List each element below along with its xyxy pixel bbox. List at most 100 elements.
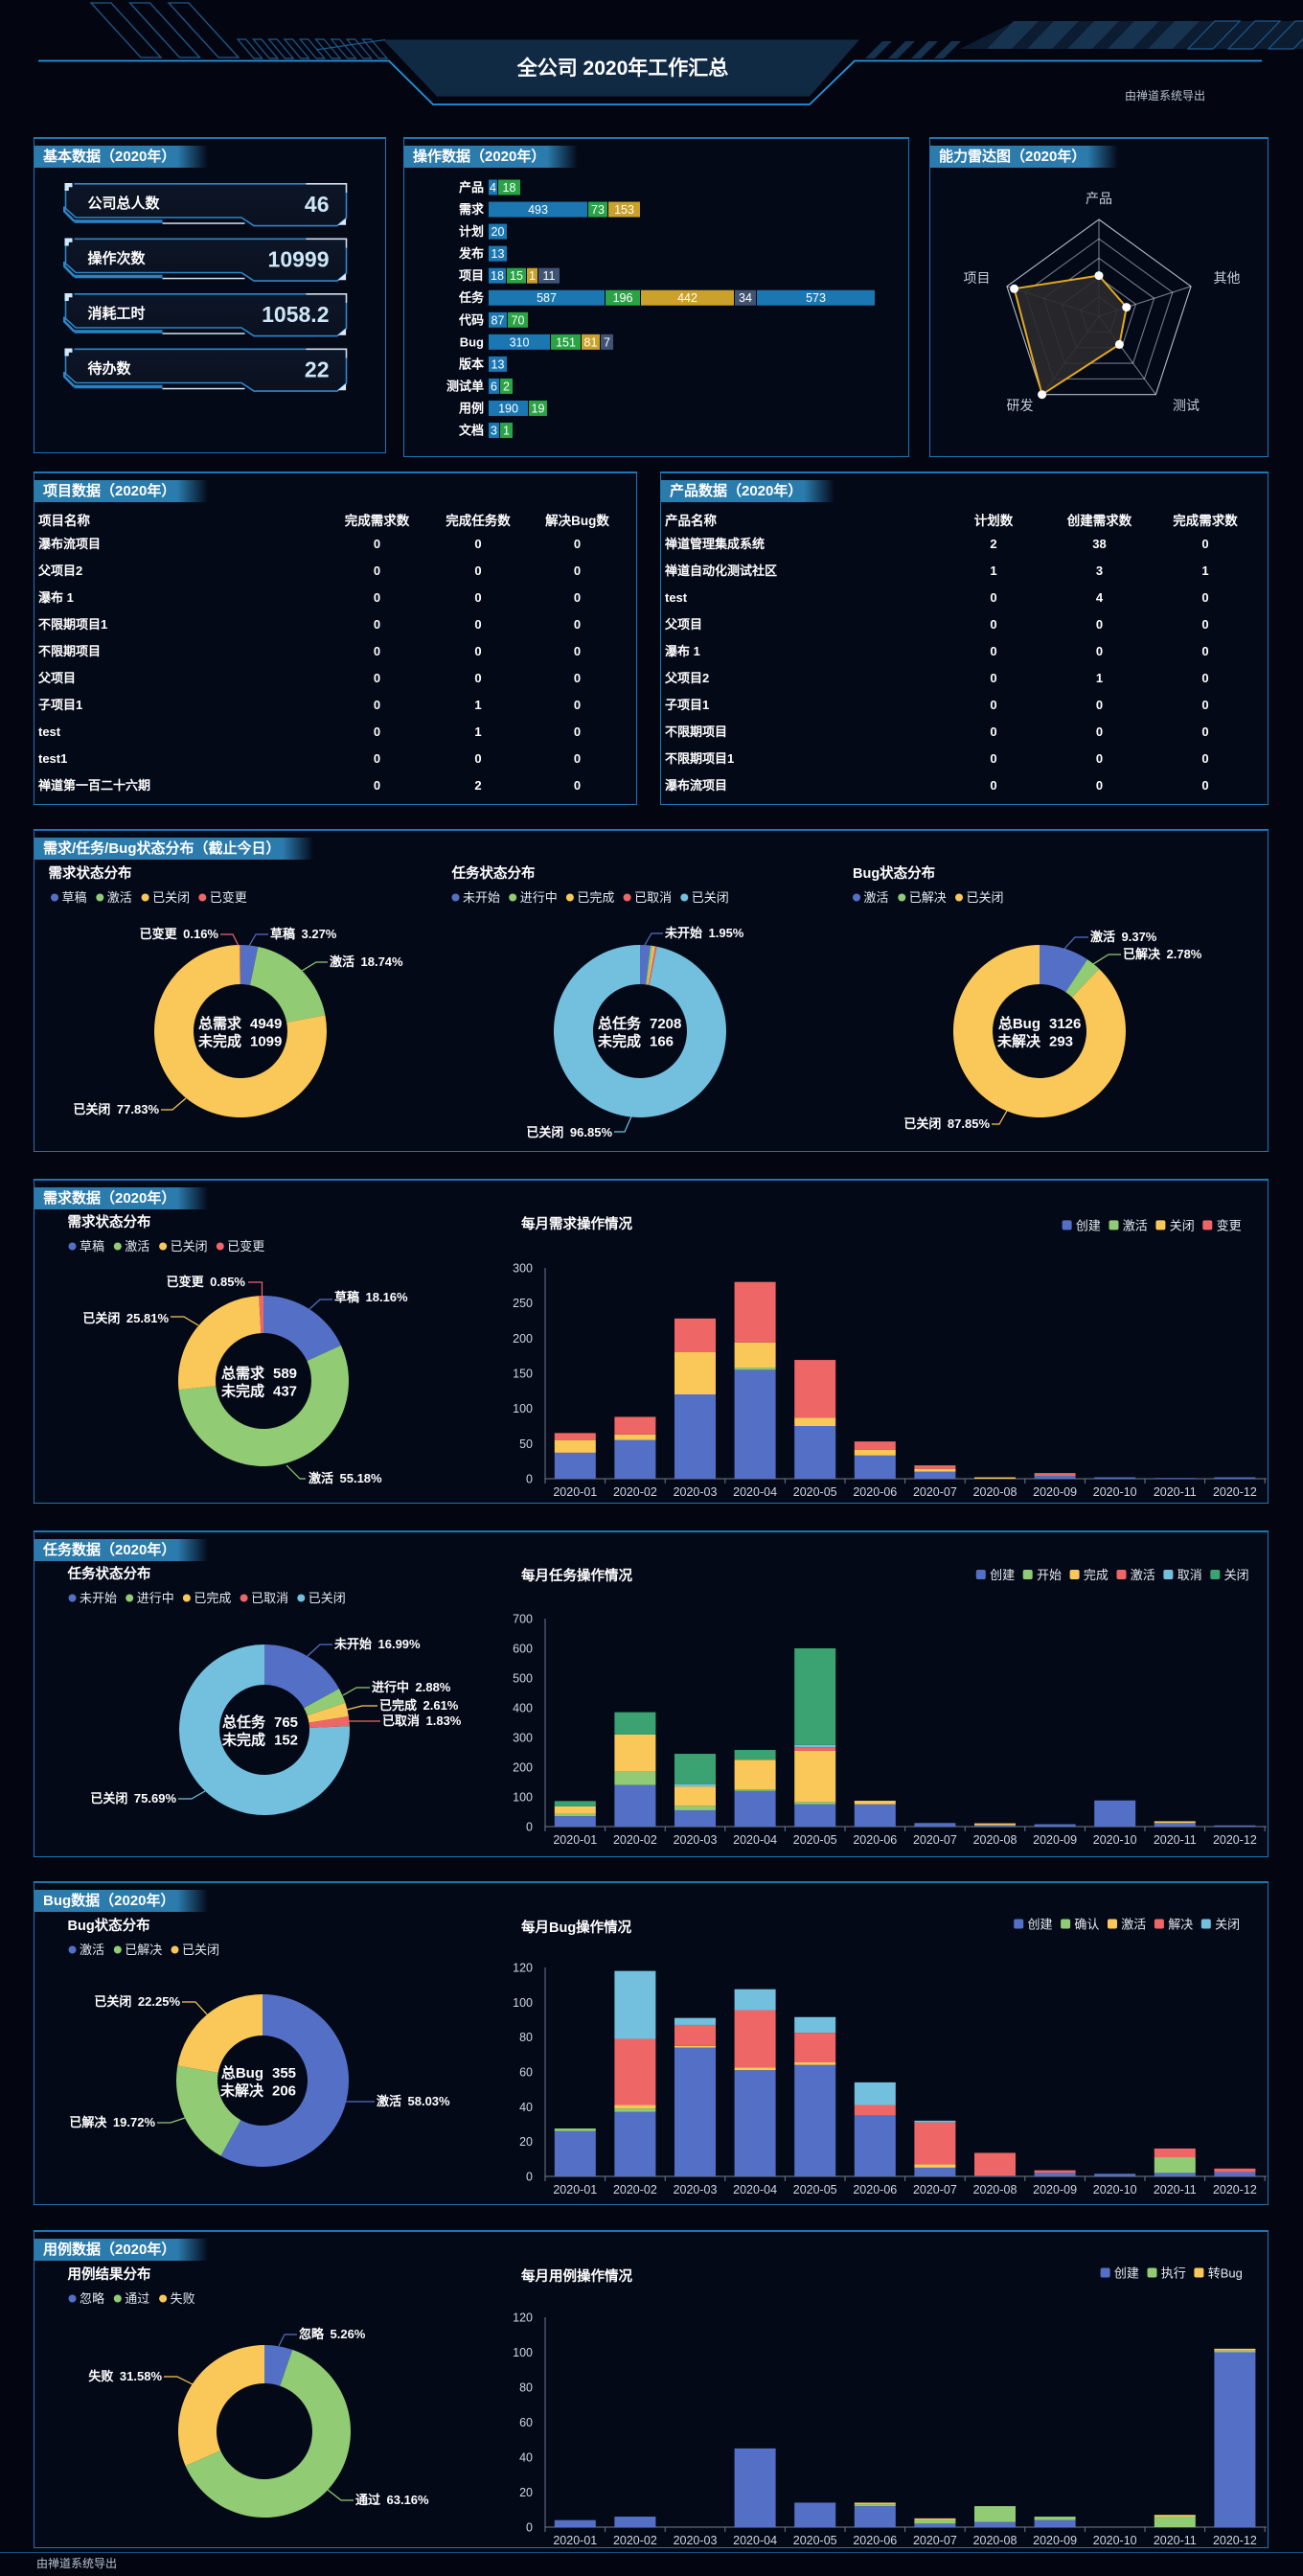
svg-text:80: 80 — [519, 2381, 533, 2395]
svg-text:关闭: 关闭 — [1170, 1218, 1195, 1232]
svg-text:2020-04: 2020-04 — [733, 2183, 777, 2196]
svg-text:已解决 19.72%: 已解决 19.72% — [69, 2115, 155, 2129]
svg-text:2020-10: 2020-10 — [1093, 2534, 1137, 2547]
svg-text:0: 0 — [374, 671, 380, 685]
svg-text:通过 63.16%: 通过 63.16% — [355, 2493, 429, 2507]
svg-text:2020-02: 2020-02 — [613, 1485, 657, 1499]
svg-text:父项目: 父项目 — [664, 617, 702, 632]
svg-text:通过: 通过 — [125, 2291, 149, 2306]
svg-text:0: 0 — [990, 778, 996, 793]
svg-text:2: 2 — [503, 380, 510, 394]
svg-text:0: 0 — [526, 1473, 533, 1486]
svg-text:0: 0 — [474, 617, 481, 632]
svg-text:失败 31.58%: 失败 31.58% — [88, 2369, 162, 2383]
svg-text:创建: 创建 — [1076, 1218, 1101, 1232]
svg-text:2020-04: 2020-04 — [733, 1485, 777, 1499]
svg-text:未开始 16.99%: 未开始 16.99% — [333, 1637, 421, 1651]
svg-text:80: 80 — [519, 2031, 533, 2044]
svg-text:已变更: 已变更 — [210, 890, 247, 905]
svg-text:2020-05: 2020-05 — [793, 1833, 837, 1847]
svg-text:不限期项目1: 不限期项目1 — [665, 751, 734, 766]
svg-text:200: 200 — [513, 1332, 533, 1346]
svg-text:需求状态分布: 需求状态分布 — [68, 1213, 151, 1230]
svg-text:70: 70 — [512, 313, 525, 327]
svg-text:瀑布 1: 瀑布 1 — [665, 644, 700, 658]
svg-text:0: 0 — [1201, 590, 1208, 605]
svg-text:355: 355 — [272, 2065, 296, 2082]
svg-text:3: 3 — [1096, 564, 1103, 578]
svg-text:测试: 测试 — [1173, 398, 1200, 413]
svg-text:0: 0 — [474, 671, 481, 685]
svg-text:解决Bug数: 解决Bug数 — [545, 513, 609, 528]
svg-text:600: 600 — [513, 1643, 533, 1656]
svg-text:已关闭 77.83%: 已关闭 77.83% — [73, 1102, 159, 1116]
svg-text:激活 18.74%: 激活 18.74% — [330, 954, 403, 969]
svg-text:0: 0 — [374, 537, 380, 551]
svg-text:1: 1 — [474, 698, 481, 712]
svg-text:3: 3 — [491, 425, 497, 438]
svg-text:禅道自动化测试社区: 禅道自动化测试社区 — [664, 564, 777, 578]
svg-text:493: 493 — [528, 203, 548, 217]
svg-text:2020-02: 2020-02 — [613, 2534, 657, 2547]
svg-text:父项目2: 父项目2 — [664, 671, 709, 685]
svg-text:0: 0 — [526, 2171, 533, 2184]
svg-text:Bug状态分布: Bug状态分布 — [68, 1917, 150, 1934]
svg-text:2020-02: 2020-02 — [613, 2183, 657, 2196]
svg-text:已关闭: 已关闭 — [182, 1943, 219, 1957]
svg-text:已完成: 已完成 — [577, 890, 614, 905]
svg-text:18: 18 — [491, 269, 504, 283]
svg-text:未解决: 未解决 — [219, 2082, 264, 2100]
svg-text:2020-04: 2020-04 — [733, 2534, 777, 2547]
svg-text:需求状态分布: 需求状态分布 — [49, 864, 132, 882]
svg-text:完成需求数: 完成需求数 — [1173, 513, 1238, 528]
svg-text:100: 100 — [513, 1791, 533, 1805]
svg-text:60: 60 — [519, 2416, 533, 2429]
svg-text:已完成: 已完成 — [194, 1591, 231, 1605]
svg-text:765: 765 — [274, 1714, 298, 1731]
svg-text:总需求: 总需求 — [221, 1365, 265, 1382]
svg-text:150: 150 — [513, 1368, 533, 1381]
svg-text:创建: 创建 — [1028, 1918, 1053, 1932]
svg-text:0: 0 — [1096, 724, 1103, 739]
svg-text:0: 0 — [1201, 537, 1208, 551]
svg-text:4: 4 — [490, 181, 496, 195]
svg-text:转Bug: 转Bug — [1208, 2266, 1243, 2281]
svg-text:子项目1: 子项目1 — [665, 698, 709, 712]
svg-text:0: 0 — [374, 698, 380, 712]
svg-text:已关闭: 已关闭 — [692, 890, 729, 905]
svg-text:100: 100 — [513, 1996, 533, 2010]
svg-text:总任务: 总任务 — [222, 1714, 266, 1731]
svg-text:3126: 3126 — [1049, 1016, 1081, 1032]
svg-text:0: 0 — [574, 644, 581, 658]
svg-text:激活: 激活 — [107, 890, 132, 905]
svg-text:未开始 1.95%: 未开始 1.95% — [664, 926, 744, 940]
svg-text:20: 20 — [519, 2135, 533, 2149]
svg-text:已变更: 已变更 — [227, 1239, 264, 1254]
svg-text:0: 0 — [1201, 698, 1208, 712]
svg-text:已解决 2.78%: 已解决 2.78% — [1123, 947, 1202, 961]
svg-text:50: 50 — [519, 1438, 533, 1451]
svg-text:437: 437 — [273, 1384, 297, 1400]
svg-text:200: 200 — [513, 1761, 533, 1775]
svg-text:206: 206 — [272, 2083, 296, 2100]
svg-text:40: 40 — [519, 2451, 533, 2465]
svg-text:0: 0 — [990, 644, 996, 658]
svg-text:0: 0 — [374, 590, 380, 605]
svg-text:项目: 项目 — [964, 270, 991, 286]
svg-text:已取消 1.83%: 已取消 1.83% — [382, 1714, 462, 1728]
svg-text:2020-03: 2020-03 — [674, 1485, 718, 1499]
svg-text:取消: 取消 — [1177, 1568, 1202, 1582]
svg-text:文档: 文档 — [459, 424, 484, 438]
svg-text:激活: 激活 — [125, 1239, 149, 1254]
svg-text:2020-11: 2020-11 — [1154, 2183, 1197, 2196]
svg-text:0: 0 — [374, 644, 380, 658]
svg-text:每月用例操作情况: 每月用例操作情况 — [521, 2267, 632, 2285]
svg-text:2020-03: 2020-03 — [674, 1833, 718, 1847]
svg-text:0: 0 — [574, 724, 581, 739]
svg-text:总任务: 总任务 — [598, 1015, 642, 1032]
svg-text:2020-10: 2020-10 — [1093, 2183, 1137, 2196]
svg-text:293: 293 — [1049, 1034, 1073, 1050]
svg-text:1: 1 — [529, 269, 536, 283]
svg-text:产品: 产品 — [459, 180, 484, 195]
svg-text:60: 60 — [519, 2066, 533, 2080]
